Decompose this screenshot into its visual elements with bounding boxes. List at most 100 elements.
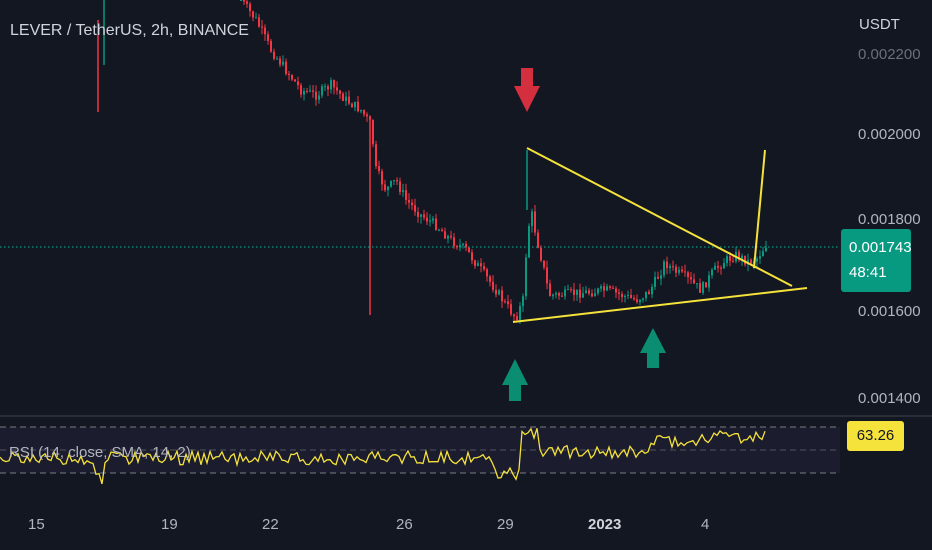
candle-body xyxy=(516,316,518,321)
candle-body xyxy=(705,282,707,288)
candle-body xyxy=(360,109,362,112)
candle-body xyxy=(531,211,533,227)
candle-body xyxy=(375,144,377,167)
candle-body xyxy=(657,276,659,279)
candle-body xyxy=(330,80,332,90)
candle-body xyxy=(696,283,698,285)
candle-body xyxy=(666,261,668,269)
candle-body xyxy=(282,61,284,65)
candle-body xyxy=(336,87,338,91)
candle-body xyxy=(477,263,479,267)
time-tick: 19 xyxy=(161,516,178,533)
candle-body xyxy=(306,90,308,92)
candle-body xyxy=(573,289,575,295)
candle-body xyxy=(441,229,443,232)
candle-body xyxy=(732,260,734,262)
candle-body xyxy=(711,269,713,276)
candle-body xyxy=(384,184,386,191)
candle-body xyxy=(549,283,551,297)
candle-body xyxy=(504,301,506,303)
candle-body xyxy=(684,271,686,273)
candle-body xyxy=(525,257,527,297)
candle-body xyxy=(420,214,422,217)
candle-body xyxy=(276,58,278,60)
candle-body xyxy=(501,290,503,302)
candle-body xyxy=(495,289,497,295)
upper-trendline[interactable] xyxy=(526,147,793,287)
candle-body xyxy=(522,296,524,307)
candle-body xyxy=(351,103,353,108)
time-tick: 15 xyxy=(28,516,45,533)
rsi-line xyxy=(0,427,766,485)
rsi-legend[interactable]: RSI (14, close, SMA, 14, 2) xyxy=(9,444,191,461)
candle-body xyxy=(519,306,521,321)
candle-body xyxy=(612,287,614,289)
candle-body xyxy=(594,293,596,297)
candle-body xyxy=(429,220,431,222)
time-tick: 26 xyxy=(396,516,413,533)
arrow-down-icon xyxy=(514,68,540,112)
price-tick: 0.001600 xyxy=(858,303,921,320)
candle-body xyxy=(636,299,638,303)
price-tick: 0.001400 xyxy=(858,390,921,407)
candle-body xyxy=(726,256,728,264)
time-tick: 22 xyxy=(262,516,279,533)
candle-body xyxy=(423,214,425,218)
candle-body xyxy=(720,267,722,269)
candle-body xyxy=(333,80,335,88)
candle-body xyxy=(540,247,542,261)
candle-body xyxy=(606,286,608,291)
candle-body xyxy=(294,79,296,82)
candle-body xyxy=(708,275,710,288)
candle-body xyxy=(273,51,275,59)
candle-body xyxy=(393,180,395,182)
candle-body xyxy=(591,293,593,297)
candle-body xyxy=(609,286,611,288)
candle-body xyxy=(678,269,680,273)
candle-body xyxy=(570,289,572,291)
candle-body xyxy=(651,286,653,295)
candle-body xyxy=(405,190,407,200)
candle-body xyxy=(645,291,647,299)
last-price-value: 0.001743 xyxy=(849,239,912,256)
time-tick: 2023 xyxy=(588,516,621,533)
symbol-title[interactable]: LEVER / TetherUS, 2h, BINANCE xyxy=(10,22,249,39)
candle-body xyxy=(318,95,320,100)
candle-body xyxy=(558,293,560,296)
candle-body xyxy=(582,293,584,298)
candle-body xyxy=(255,17,257,19)
candle-body xyxy=(315,91,317,100)
candle-body xyxy=(354,101,356,108)
lower-trendline[interactable] xyxy=(512,287,808,323)
candle-body xyxy=(597,288,599,294)
candle-body xyxy=(543,260,545,268)
candle-body xyxy=(510,304,512,315)
candle-body xyxy=(513,314,515,317)
price-tick: 0.002200 xyxy=(858,46,921,63)
candle-body xyxy=(258,17,260,27)
candle-body xyxy=(507,301,509,305)
breakout-projection-line[interactable] xyxy=(753,149,766,269)
candle-body xyxy=(366,114,368,117)
currency-label[interactable]: USDT xyxy=(859,16,900,33)
candle-body xyxy=(741,255,743,260)
candle-body xyxy=(603,286,605,291)
candle-body xyxy=(432,218,434,221)
candle-body xyxy=(285,61,287,74)
candle-body xyxy=(399,181,401,193)
candle-body xyxy=(600,286,602,289)
candle-body xyxy=(498,290,500,295)
candle-body xyxy=(339,90,341,94)
candle-body xyxy=(411,202,413,206)
candle-body xyxy=(297,81,299,86)
candle-body xyxy=(300,85,302,95)
bar-countdown: 48:41 xyxy=(849,264,887,281)
price-tick: 0.002000 xyxy=(858,126,921,143)
arrow-up-icon xyxy=(502,359,528,401)
candle-body xyxy=(588,290,590,294)
candle-body xyxy=(699,283,701,293)
candle-body xyxy=(627,294,629,296)
candle-body xyxy=(690,277,692,280)
candle-body xyxy=(624,295,626,298)
